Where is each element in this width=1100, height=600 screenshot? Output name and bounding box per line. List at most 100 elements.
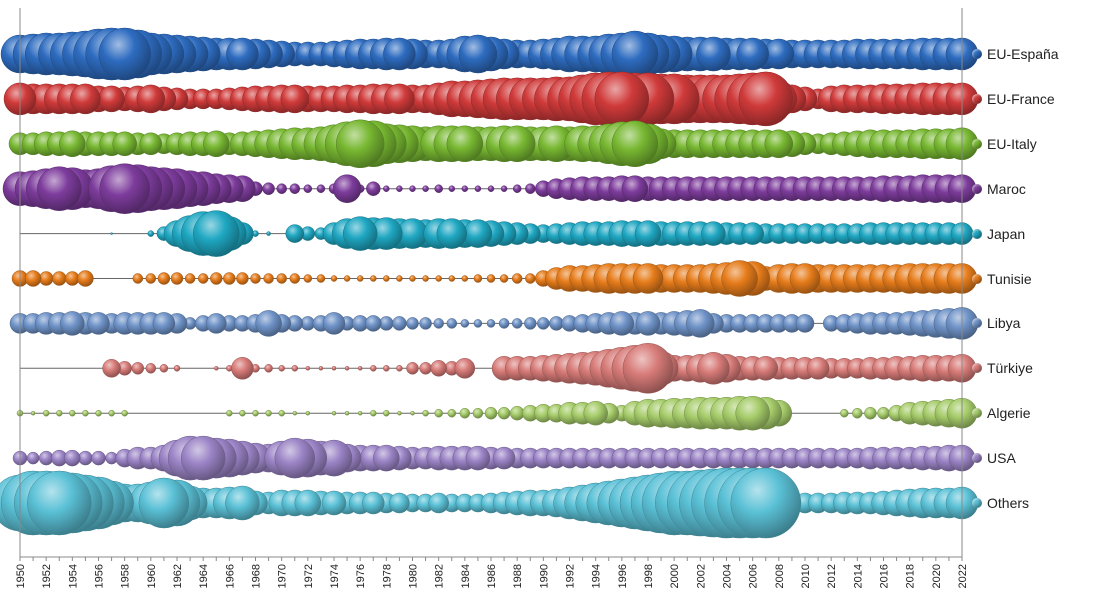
bubble-libya-1983 bbox=[446, 318, 458, 329]
bubble-maroc-1973 bbox=[316, 184, 326, 193]
legend-label: Algerie bbox=[987, 405, 1031, 422]
bubble-algerie-2016 bbox=[877, 406, 890, 420]
bubble-japan-1998 bbox=[634, 220, 662, 247]
bubble-libya-1982 bbox=[433, 318, 444, 329]
bubble-maroc-1997 bbox=[621, 175, 649, 202]
bubble-algerie-1985 bbox=[472, 407, 484, 419]
x-tick-label: 1984 bbox=[460, 564, 472, 588]
x-tick-label: 1970 bbox=[277, 564, 289, 588]
bubble-turkiye-1982 bbox=[430, 360, 447, 377]
bubble-turkiye-1960 bbox=[145, 363, 157, 374]
legend-marker bbox=[972, 498, 982, 508]
x-tick-label: 2000 bbox=[669, 564, 681, 588]
bubble-maroc-1981 bbox=[422, 185, 429, 192]
bubble-tunisie-1974 bbox=[330, 275, 338, 282]
series-maroc bbox=[2, 163, 977, 214]
legend-item-japan: Japan bbox=[972, 224, 1025, 244]
x-tick-label: 2002 bbox=[695, 564, 707, 588]
bubble-tunisie-1975 bbox=[343, 275, 351, 282]
x-tick-label: 1976 bbox=[355, 564, 367, 588]
bubble-eu-espana-1997 bbox=[611, 30, 659, 78]
bubble-tunisie-2010 bbox=[789, 263, 821, 294]
bubble-libya-1977 bbox=[365, 315, 382, 332]
bubble-turkiye-1980 bbox=[406, 362, 419, 375]
bubble-algerie-1987 bbox=[497, 406, 511, 420]
bubble-japan-1971 bbox=[285, 224, 305, 243]
legend-marker bbox=[972, 228, 982, 239]
bubble-libya-1979 bbox=[392, 316, 407, 331]
bubble-japan-1960 bbox=[147, 230, 155, 237]
x-tick-label: 1968 bbox=[251, 564, 263, 588]
bubble-algerie-1966 bbox=[226, 409, 233, 417]
legend-marker bbox=[972, 318, 982, 329]
bubble-turkiye-1959 bbox=[131, 362, 145, 375]
bubble-eu-espana-1985 bbox=[458, 34, 498, 74]
bubble-tunisie-1959 bbox=[132, 273, 144, 284]
bubble-usa-1951 bbox=[26, 451, 40, 465]
x-tick-label: 1982 bbox=[434, 564, 446, 588]
bubble-libya-2010 bbox=[795, 314, 815, 333]
bubble-algerie-1974 bbox=[331, 410, 337, 416]
series-algerie bbox=[16, 395, 978, 431]
bubble-algerie-2006 bbox=[735, 395, 770, 431]
bubble-maroc-1953 bbox=[37, 166, 82, 211]
bubble-algerie-1994 bbox=[583, 400, 608, 426]
series-usa bbox=[12, 435, 976, 481]
x-tick-label: 2008 bbox=[774, 564, 786, 588]
series-eu-espana bbox=[0, 27, 979, 81]
bubble-turkiye-1984 bbox=[454, 358, 476, 379]
bubble-others-1977 bbox=[362, 491, 385, 515]
bubble-turkiye-2011 bbox=[806, 357, 830, 380]
x-tick-label: 1994 bbox=[591, 564, 603, 588]
bubble-tunisie-1967 bbox=[236, 272, 249, 285]
x-tick-label: 1958 bbox=[120, 564, 132, 588]
legend-marker bbox=[972, 93, 982, 104]
bubble-algerie-1983 bbox=[447, 408, 457, 418]
bubble-algerie-1953 bbox=[56, 409, 63, 417]
bubble-tunisie-1987 bbox=[499, 274, 509, 283]
bubble-libya-1996 bbox=[609, 311, 635, 336]
bubble-tunisie-1972 bbox=[303, 274, 313, 283]
bubble-algerie-1970 bbox=[278, 409, 285, 417]
bubble-algerie-1975 bbox=[344, 410, 350, 416]
legend-label: EU-Italy bbox=[987, 135, 1037, 152]
legend-item-others: Others bbox=[972, 493, 1029, 513]
x-tick-label: 1990 bbox=[538, 564, 550, 588]
bubble-maroc-1985 bbox=[474, 185, 482, 192]
bubble-algerie-1984 bbox=[459, 407, 471, 419]
bubble-tunisie-1980 bbox=[409, 275, 416, 282]
bubble-tunisie-1973 bbox=[316, 274, 326, 283]
bubble-tunisie-1978 bbox=[383, 275, 390, 282]
legend-label: Others bbox=[987, 495, 1030, 511]
bubble-algerie-1968 bbox=[252, 409, 259, 417]
bubble-eu-italy-1997 bbox=[611, 120, 659, 168]
bubble-tunisie-1953 bbox=[52, 271, 67, 286]
bubble-maroc-1989 bbox=[525, 183, 536, 194]
bubble-tunisie-1976 bbox=[356, 275, 364, 282]
bubble-eu-italy-2008 bbox=[764, 129, 794, 159]
bubble-japan-1969 bbox=[266, 231, 271, 236]
bubble-tunisie-1998 bbox=[632, 263, 664, 294]
bubble-libya-1990 bbox=[537, 317, 550, 330]
legend-item-algerie: Algerie bbox=[972, 403, 1031, 423]
bubble-maroc-1977 bbox=[366, 181, 381, 196]
bubble-turkiye-1978 bbox=[383, 365, 390, 372]
legend-item-libya: Libya bbox=[972, 313, 1020, 333]
bubble-turkiye-1961 bbox=[159, 364, 169, 373]
bubble-usa-1978 bbox=[373, 444, 400, 472]
bubble-others-1974 bbox=[321, 490, 347, 516]
x-tick-label: 1980 bbox=[408, 564, 420, 588]
bubble-algerie-1980 bbox=[410, 410, 415, 416]
bubble-maroc-1983 bbox=[448, 185, 456, 192]
bubble-tunisie-1985 bbox=[473, 274, 483, 283]
bubble-tunisie-1961 bbox=[157, 272, 171, 285]
bubble-turkiye-2003 bbox=[697, 352, 730, 385]
bubble-tunisie-1955 bbox=[77, 270, 94, 287]
x-tick-label: 2004 bbox=[722, 564, 734, 588]
bubble-libya-1985 bbox=[473, 319, 483, 328]
bubble-eu-italy-1954 bbox=[59, 130, 86, 158]
bubble-japan-2006 bbox=[741, 222, 764, 245]
bubble-tunisie-1982 bbox=[435, 275, 442, 282]
x-tick-label: 1998 bbox=[643, 564, 655, 588]
